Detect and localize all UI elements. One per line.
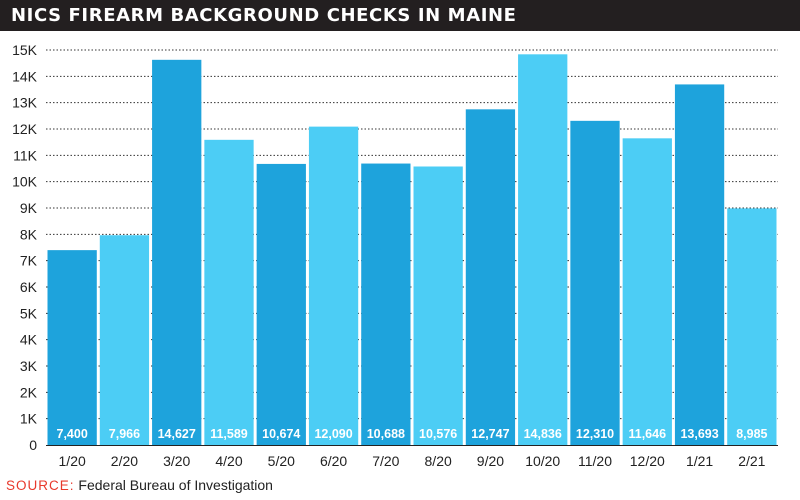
x-tick-label: 11/20 (578, 453, 612, 469)
y-tick-label: 7K (20, 253, 38, 269)
x-tick-label: 3/20 (163, 453, 190, 469)
y-tick-label: 4K (20, 332, 38, 348)
bar-value-label: 10,674 (262, 427, 300, 441)
bar-value-label: 10,688 (367, 427, 405, 441)
y-tick-label: 12K (12, 121, 38, 137)
x-tick-label: 1/20 (59, 453, 86, 469)
bar-value-label: 7,400 (57, 427, 88, 441)
x-tick-label: 8/20 (425, 453, 452, 469)
bar-value-label: 10,576 (419, 427, 457, 441)
bar (361, 163, 411, 446)
title-bar: NICS FIREARM BACKGROUND CHECKS IN MAINE (0, 0, 800, 31)
source-value: Federal Bureau of Investigation (78, 477, 273, 493)
bar (47, 250, 97, 445)
bar (727, 208, 777, 445)
axes: 0 1K 2K 3K 4K 5K 6K 7K 8K 9K 10K 11K 12K 13K 14K 15K 1/2… (12, 42, 778, 469)
bar-value-label: 12,310 (576, 427, 614, 441)
bar (570, 120, 620, 445)
x-tick-label: 10/20 (525, 453, 560, 469)
bar (465, 109, 516, 445)
y-tick-label: 15K (12, 42, 38, 58)
y-tick-label: 0 (29, 437, 37, 453)
bar (413, 166, 463, 446)
y-tick-label: 5K (20, 305, 38, 321)
bar-value-label: 12,747 (471, 427, 509, 441)
bar (152, 59, 202, 446)
bar-value-label: 11,646 (629, 427, 667, 441)
bar-value-label: 12,090 (314, 427, 352, 441)
x-tick-label: 5/20 (268, 453, 295, 469)
source-note: SOURCE: Federal Bureau of Investigation (6, 476, 273, 495)
bar-value-label: 11,589 (210, 427, 248, 441)
bar-value-label: 14,627 (158, 427, 196, 441)
x-tick-label: 6/20 (320, 453, 347, 469)
y-tick-label: 3K (20, 358, 38, 374)
bar-chart: 7,400 7,966 14,627 11,589 10,674 12,090 10,688… (12, 42, 778, 469)
x-tick-label: 12/20 (630, 453, 665, 469)
bars: 7,400 7,966 14,627 11,589 10,674 12,090 10,688… (47, 54, 777, 446)
chart-title: NICS FIREARM BACKGROUND CHECKS IN MAINE (11, 5, 517, 26)
x-tick-label: 7/20 (372, 453, 399, 469)
bar-value-label: 7,966 (109, 427, 140, 441)
bar (99, 235, 150, 445)
x-tick-label: 2/20 (111, 453, 138, 469)
y-tick-label: 9K (20, 200, 38, 216)
bar-value-label: 8,985 (736, 427, 767, 441)
bar (256, 163, 306, 445)
y-tick-label: 2K (20, 384, 38, 400)
bar (308, 126, 359, 445)
source-label: SOURCE: (6, 478, 75, 493)
bar (518, 54, 568, 445)
x-tick-label: 9/20 (477, 453, 504, 469)
x-tick-label: 2/21 (738, 453, 765, 469)
bar (622, 138, 672, 445)
y-tick-label: 8K (20, 226, 38, 242)
bar-value-label: 13,693 (680, 427, 718, 441)
bar (674, 84, 725, 445)
y-tick-label: 14K (12, 68, 38, 84)
x-tick-label: 1/21 (686, 453, 713, 469)
y-tick-label: 11K (13, 147, 38, 163)
y-tick-label: 6K (20, 279, 38, 295)
y-tick-label: 10K (12, 174, 38, 190)
y-tick-label: 1K (20, 411, 38, 427)
x-tick-label: 4/20 (215, 453, 242, 469)
bar-value-label: 14,836 (524, 427, 562, 441)
bar (204, 139, 254, 445)
y-tick-label: 13K (12, 95, 38, 111)
